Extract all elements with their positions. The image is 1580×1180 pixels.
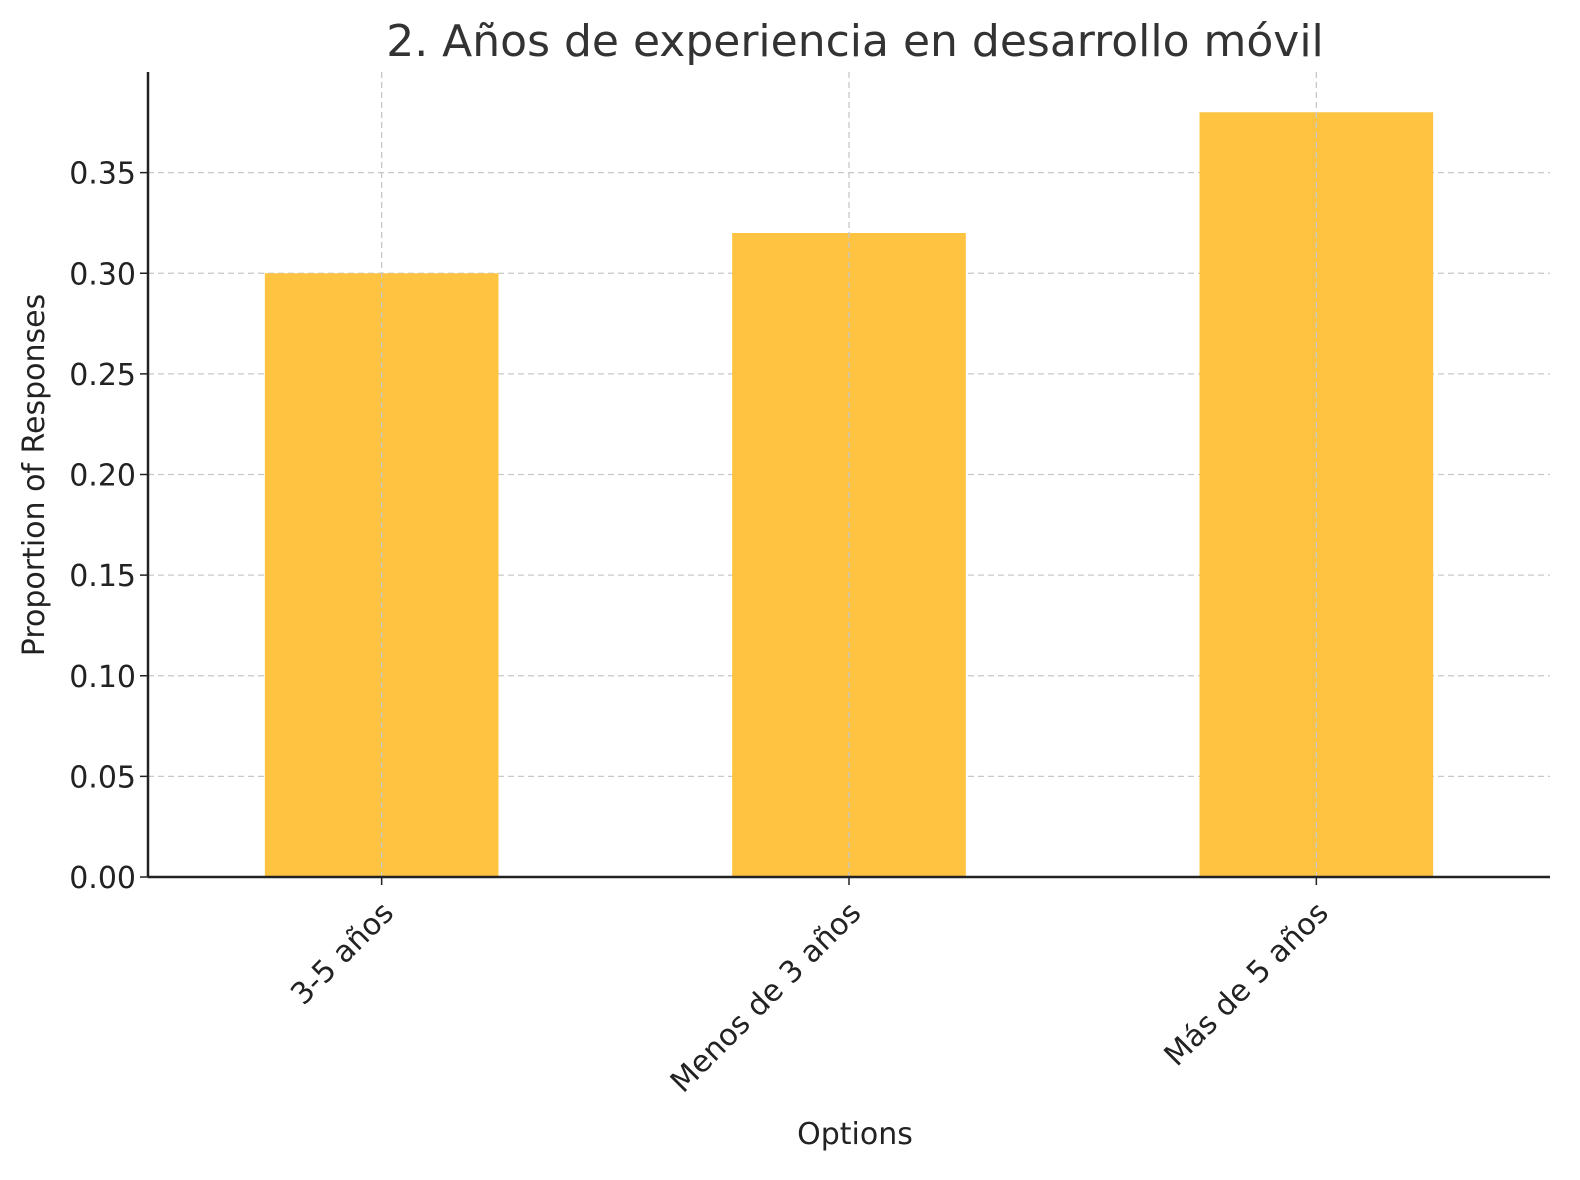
y-tick-label: 0.25 (69, 358, 136, 393)
y-axis-label: Proportion of Responses (17, 294, 52, 657)
y-tick-label: 0.20 (69, 459, 136, 494)
y-tick-labels: 0.00 0.05 0.10 0.15 0.20 0.25 0.30 0.35 (69, 157, 136, 896)
y-tick-label: 0.00 (69, 861, 136, 896)
x-tick-label: Menos de 3 años (664, 895, 868, 1099)
x-tick-label: 3-5 años (284, 895, 401, 1012)
bars (264, 112, 1434, 877)
x-axis-label: Options (797, 1117, 913, 1152)
chart-title: 2. Años de experiencia en desarrollo móv… (386, 16, 1324, 67)
vertical-grid-lines (381, 72, 1317, 877)
x-tick-label: Más de 5 años (1158, 895, 1336, 1073)
y-tick-label: 0.10 (69, 660, 136, 695)
axes (140, 72, 1550, 885)
y-tick-label: 0.05 (69, 760, 136, 795)
x-tick-labels: 3-5 años Menos de 3 años Más de 5 años (284, 895, 1335, 1099)
y-tick-label: 0.30 (69, 257, 136, 292)
y-tick-label: 0.15 (69, 559, 136, 594)
y-tick-label: 0.35 (69, 157, 136, 192)
